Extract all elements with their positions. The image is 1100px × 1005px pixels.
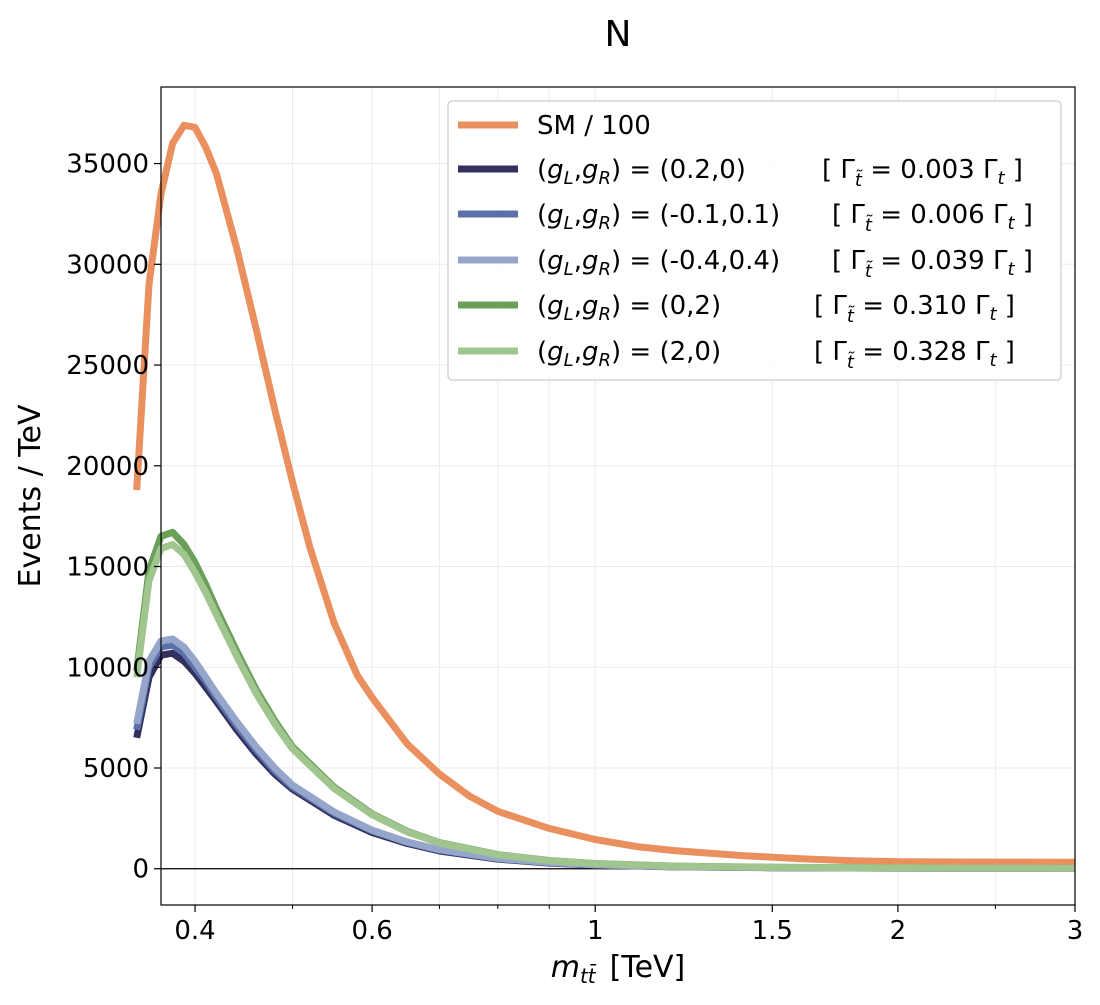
x-axis-symbol: m — [551, 950, 580, 985]
y-tick-label: 0 — [132, 855, 149, 885]
legend-label: (gL,gR) = (0,2) — [537, 291, 721, 325]
legend-label: (gL,gR) = (-0.4,0.4) — [537, 246, 780, 280]
x-axis-unit: [TeV] — [610, 950, 686, 985]
y-tick-label: 5000 — [83, 754, 149, 784]
series-line-1 — [133, 649, 1076, 872]
legend-width-label: [ Γt̃ = 0.310 Γt ] — [814, 291, 1015, 327]
y-tick-label: 20000 — [66, 452, 149, 482]
legend: SM / 100 (gL,gR) = (0.2,0) [ Γt̃ = 0.003 Γ… — [447, 100, 1062, 381]
x-tick-label: 3 — [1067, 916, 1084, 946]
legend-width-label: [ Γt̃ = 0.039 Γt ] — [832, 246, 1033, 282]
legend-label: (gL,gR) = (0.2,0) — [537, 155, 746, 189]
legend-width-label: [ Γt̃ = 0.006 Γt ] — [832, 200, 1033, 236]
series-line-2 — [133, 641, 1076, 872]
legend-frame — [447, 100, 1062, 381]
y-tick-label: 35000 — [66, 150, 149, 180]
x-tick-label: 0.6 — [351, 916, 392, 946]
x-tick-label: 1 — [587, 916, 604, 946]
x-axis-ticks: 0.4 0.6 1 1.5 2 3 — [174, 905, 1083, 946]
x-axis-subscript: tt̄ — [580, 963, 597, 988]
series-line-3 — [133, 635, 1076, 872]
chart-title: N — [605, 14, 632, 55]
x-tick-label: 0.4 — [174, 916, 215, 946]
x-tick-label: 1.5 — [752, 916, 793, 946]
legend-label: SM / 100 — [537, 111, 651, 141]
y-tick-label: 25000 — [66, 351, 149, 381]
y-axis-ticks: 0 5000 10000 15000 20000 25000 30000 35000 — [66, 150, 161, 885]
series-layer — [133, 121, 1076, 872]
legend-width-label: [ Γt̃ = 0.328 Γt ] — [814, 337, 1015, 373]
series-line-4 — [133, 528, 1076, 872]
legend-label: (gL,gR) = (-0.1,0.1) — [537, 200, 780, 234]
y-axis-title: Events / TeV — [13, 404, 48, 587]
y-tick-label: 10000 — [66, 653, 149, 683]
legend-label: (gL,gR) = (2,0) — [537, 337, 721, 371]
x-tick-label: 2 — [890, 916, 907, 946]
x-axis-title: mtt̄ [TeV] — [551, 950, 686, 988]
y-tick-label: 30000 — [66, 250, 149, 280]
series-line-0 — [133, 121, 1076, 866]
legend-width-label: [ Γt̃ = 0.003 Γt ] — [822, 155, 1023, 191]
series-line-5 — [133, 540, 1076, 872]
plot-frame — [160, 86, 1076, 906]
legend-entries: SM / 100 (gL,gR) = (0.2,0) [ Γt̃ = 0.003 Γ… — [458, 111, 1033, 373]
y-tick-label: 15000 — [66, 553, 149, 583]
